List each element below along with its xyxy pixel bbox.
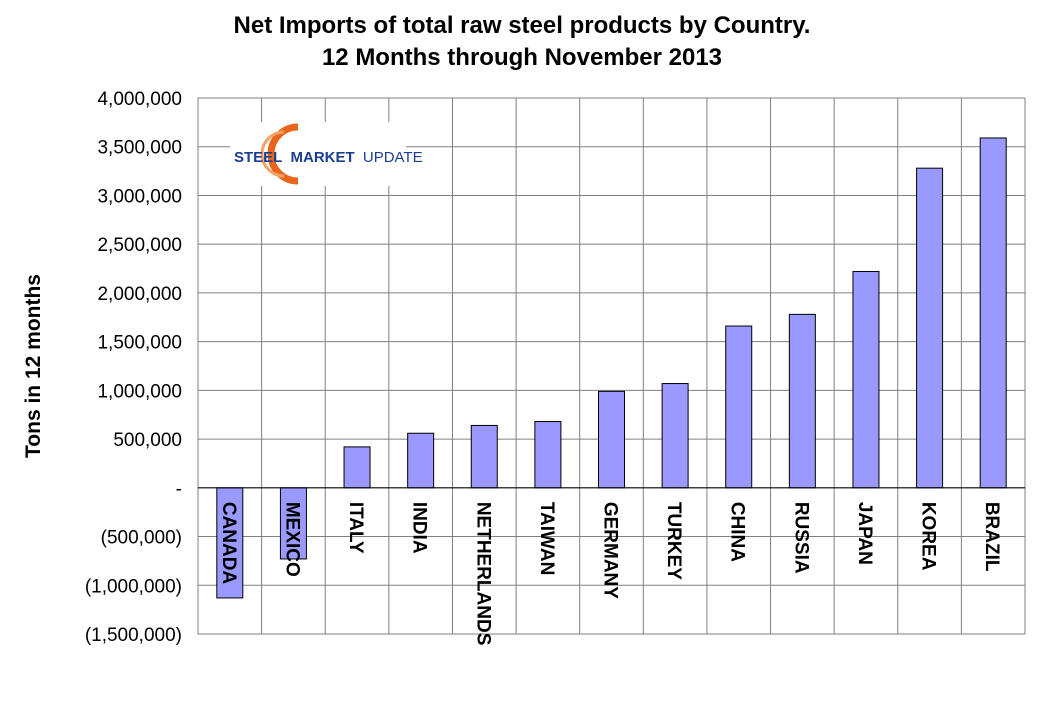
category-label: RUSSIA bbox=[790, 502, 811, 574]
category-label: CHINA bbox=[727, 502, 748, 562]
category-label: TURKEY bbox=[663, 502, 684, 580]
category-label: JAPAN bbox=[854, 502, 875, 565]
bar-germany[interactable] bbox=[598, 390, 625, 489]
bar-series bbox=[216, 137, 1007, 599]
category-label: MEXICO bbox=[281, 502, 302, 577]
y-tick-label: 2,000,000 bbox=[97, 284, 182, 305]
category-label: INDIA bbox=[409, 502, 430, 554]
y-tick-label: (500,000) bbox=[101, 528, 182, 549]
logo-swoosh-icon bbox=[267, 123, 299, 185]
y-tick-label: 1,500,000 bbox=[97, 333, 182, 354]
bar-turkey[interactable] bbox=[661, 383, 689, 489]
y-tick-label: 500,000 bbox=[113, 430, 182, 451]
chart-subtitle: 12 Months through November 2013 bbox=[322, 44, 722, 71]
svg-text:STEEL MARKET UPDAT: STEEL MARKET UPDATE bbox=[234, 149, 423, 166]
y-tick-label: (1,500,000) bbox=[85, 625, 182, 646]
category-label: CANADA bbox=[218, 502, 239, 585]
bar-japan[interactable] bbox=[852, 270, 880, 489]
y-tick-label: 2,500,000 bbox=[97, 235, 182, 256]
vertical-gridlines bbox=[261, 98, 962, 634]
y-tick-label: 1,000,000 bbox=[97, 381, 182, 402]
logo-swoosh-inner-icon bbox=[260, 130, 285, 178]
bar-netherlands[interactable] bbox=[470, 424, 498, 489]
bar-russia[interactable] bbox=[788, 313, 816, 489]
y-tick-label: 4,000,000 bbox=[97, 89, 182, 110]
logo-word-update: UPDATE bbox=[363, 149, 423, 166]
bar-brazil[interactable] bbox=[979, 137, 1007, 489]
bar-canada[interactable] bbox=[216, 487, 244, 599]
y-axis-ticks: 4,000,000 3,500,000 3,000,000 2,500,000 2,00… bbox=[85, 89, 182, 646]
y-axis-label: Tons in 12 months bbox=[22, 274, 45, 458]
y-tick-label: 3,000,000 bbox=[97, 186, 182, 207]
category-label: KOREA bbox=[918, 502, 939, 571]
y-tick-label: (1,000,000) bbox=[85, 576, 182, 597]
y-tick-label: 3,500,000 bbox=[97, 138, 182, 159]
logo-word-market: MARKET bbox=[291, 149, 355, 166]
bar-india[interactable] bbox=[407, 432, 435, 489]
category-label: ITALY bbox=[345, 502, 366, 554]
plot-area bbox=[197, 97, 1026, 635]
category-label: TAIWAN bbox=[536, 502, 557, 576]
category-labels: CANADA MEXICO ITALY INDIA NETHERLANDS TAIWAN G… bbox=[218, 502, 1002, 646]
bar-korea[interactable] bbox=[916, 167, 944, 489]
bar-taiwan[interactable] bbox=[534, 421, 562, 489]
category-label: NETHERLANDS bbox=[472, 502, 493, 646]
bar-china[interactable] bbox=[725, 325, 753, 489]
bar-italy[interactable] bbox=[343, 446, 371, 489]
logo-word-steel: STEEL bbox=[234, 149, 282, 166]
category-label: BRAZIL bbox=[981, 502, 1002, 572]
chart-title: Net Imports of total raw steel products … bbox=[234, 12, 811, 39]
steel-market-update-logo: STEEL MARKET UPDATE bbox=[230, 122, 423, 186]
category-label: GERMANY bbox=[600, 502, 621, 599]
y-tick-label: - bbox=[176, 479, 182, 500]
